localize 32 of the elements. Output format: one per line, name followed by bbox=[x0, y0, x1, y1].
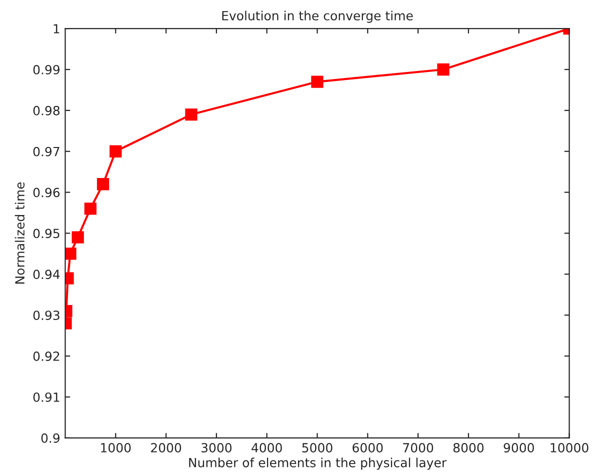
point bbox=[65, 248, 76, 260]
x-tick-label: 9000 bbox=[504, 443, 534, 452]
y-tick-label: 1 bbox=[54, 24, 60, 34]
chart-title: Evolution in the converge time bbox=[222, 10, 413, 23]
y-tick-label: 0.92 bbox=[33, 352, 60, 361]
point bbox=[311, 76, 324, 88]
y-axis-title: Normalized time bbox=[14, 182, 25, 284]
point bbox=[110, 145, 122, 158]
x-tick-label: 10000 bbox=[550, 443, 588, 452]
point bbox=[437, 63, 450, 76]
y-tick-label: 0.94 bbox=[33, 270, 60, 280]
y-tick-label: 0.97 bbox=[33, 146, 60, 156]
x-axis-title: Number of elements in the physical layer bbox=[189, 458, 447, 470]
x-tick-label: 7000 bbox=[403, 443, 434, 452]
x-tick-label: 6000 bbox=[352, 443, 383, 452]
y-tick-label: 0.93 bbox=[33, 310, 60, 320]
y-tick-label: 0.96 bbox=[33, 188, 60, 198]
x-tick-label: 4000 bbox=[252, 443, 282, 452]
point bbox=[185, 108, 198, 121]
x-tick-label: 1000 bbox=[101, 443, 131, 452]
point bbox=[72, 231, 84, 244]
y-tick-label: 0.99 bbox=[33, 64, 60, 74]
y-tick-label: 0.9 bbox=[41, 433, 60, 443]
x-tick-label: 5000 bbox=[302, 443, 332, 452]
y-tick-label: 0.98 bbox=[33, 106, 60, 116]
point bbox=[96, 178, 110, 190]
x-tick-label: 3000 bbox=[201, 443, 232, 452]
y-tick-label: 0.91 bbox=[33, 392, 60, 402]
y-tick-label: 0.95 bbox=[33, 228, 60, 238]
x-tick-label: 2000 bbox=[151, 443, 182, 452]
x-tick-label: 8000 bbox=[453, 443, 484, 452]
point bbox=[84, 202, 97, 215]
